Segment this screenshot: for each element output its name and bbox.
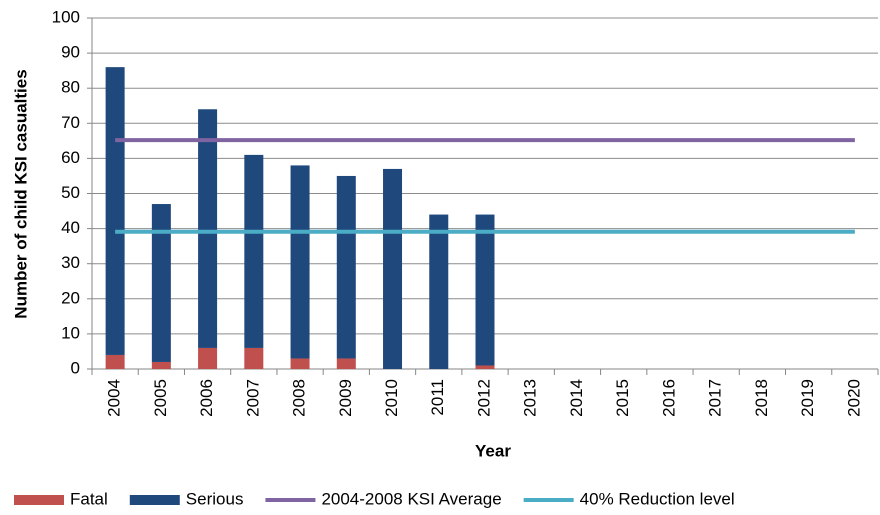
x-tick-label: 2009 [336, 379, 355, 417]
x-tick-label: 2019 [798, 379, 817, 417]
bar-segment [336, 358, 356, 369]
legend-swatch [129, 495, 180, 505]
y-tick-label: 10 [61, 323, 80, 342]
x-tick-label: 2014 [567, 379, 586, 417]
bar-segment [429, 214, 449, 369]
x-tick-label: 2020 [844, 379, 863, 417]
bar-segment [151, 204, 171, 362]
x-tick-label: 2006 [197, 379, 216, 417]
y-tick-label: 0 [71, 358, 80, 377]
bar-segment [198, 109, 218, 348]
legend-label: Fatal [70, 489, 108, 508]
bar-segment [290, 165, 310, 359]
x-tick-label: 2005 [151, 379, 170, 417]
bar-segment [151, 361, 171, 369]
y-tick-label: 90 [61, 43, 80, 62]
x-tick-label: 2010 [382, 379, 401, 417]
legend-label: Serious [186, 489, 244, 508]
x-tick-label: 2018 [752, 379, 771, 417]
bar-segment [105, 354, 125, 369]
x-tick-label: 2004 [105, 379, 124, 417]
x-tick-label: 2012 [474, 379, 493, 417]
legend-label: 40% Reduction level [580, 489, 735, 508]
x-tick-label: 2008 [290, 379, 309, 417]
bar-segment [198, 347, 218, 369]
y-tick-label: 100 [52, 7, 80, 26]
bar-segment [383, 168, 403, 369]
bar-segment [105, 67, 125, 355]
bar-segment [244, 154, 264, 348]
bar-segment [290, 358, 310, 369]
y-tick-label: 30 [61, 253, 80, 272]
x-tick-label: 2017 [706, 379, 725, 417]
bar-segment [244, 347, 264, 369]
y-tick-label: 80 [61, 78, 80, 97]
legend-label: 2004-2008 KSI Average [321, 489, 501, 508]
x-tick-label: 2015 [613, 379, 632, 417]
y-tick-label: 50 [61, 183, 80, 202]
legend-swatch [14, 495, 64, 505]
bar-segment [475, 214, 495, 366]
x-tick-label: 2011 [428, 379, 447, 416]
y-tick-label: 20 [61, 288, 80, 307]
x-tick-label: 2007 [243, 379, 262, 417]
x-tick-label: 2013 [521, 379, 540, 417]
bar-segment [336, 175, 356, 359]
y-axis-title: Number of child KSI casualties [11, 69, 30, 318]
y-tick-label: 60 [61, 148, 80, 167]
bar-segment [475, 365, 495, 369]
x-tick-label: 2016 [659, 379, 678, 417]
y-tick-label: 70 [61, 113, 80, 132]
y-tick-label: 40 [61, 218, 80, 237]
x-axis-title: Year [475, 441, 511, 460]
